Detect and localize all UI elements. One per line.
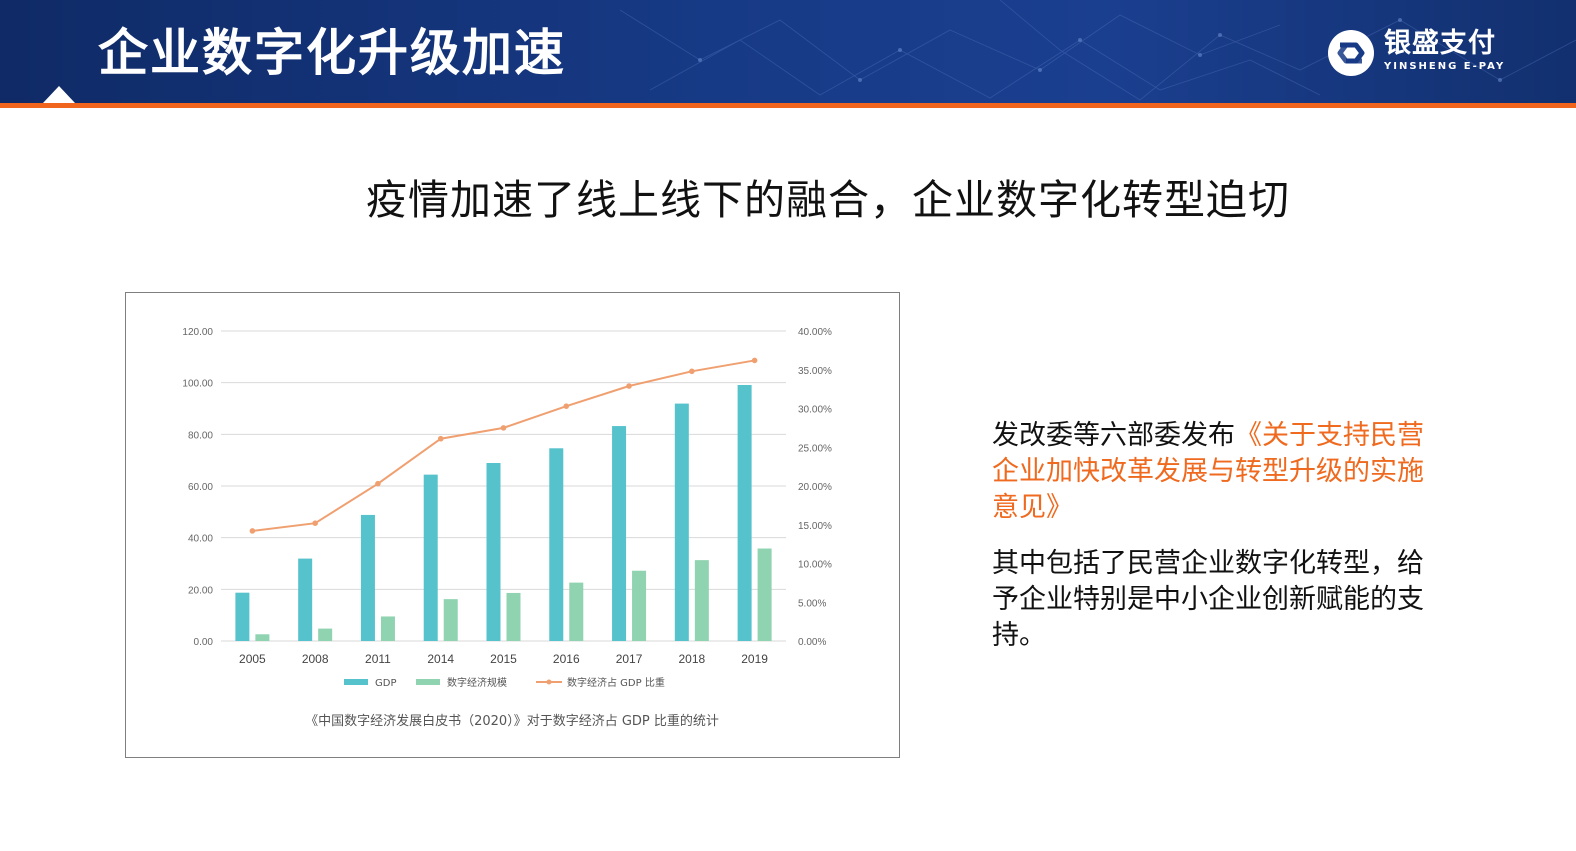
digital-economy-bar (318, 628, 333, 641)
right-axis-tick-label: 40.00% (798, 327, 832, 338)
chart-caption: 《中国数字经济发展白皮书（2020）》对于数字经济占 GDP 比重的统计 (305, 713, 719, 729)
network-pattern (619, 0, 1576, 101)
gdp-bar (737, 384, 752, 641)
gdp-bar (612, 426, 627, 641)
share-line-point (626, 383, 632, 389)
header-pointer-triangle (43, 86, 75, 103)
x-axis-tick-label: 2017 (616, 652, 643, 666)
policy-intro: 发改委等六部委发布 (992, 420, 1235, 451)
share-line-point (500, 425, 507, 431)
x-axis-tick-label: 2019 (741, 652, 768, 666)
right-axis-tick-label: 20.00% (798, 482, 832, 493)
brand-logo: 银盛支付 YINSHENG E-PAY (1326, 26, 1506, 82)
digital-economy-bar (757, 548, 772, 641)
digital-economy-bar (632, 570, 647, 641)
share-line-point (751, 357, 758, 364)
gdp-bar (674, 403, 689, 641)
legend-swatch (416, 679, 440, 685)
x-axis-tick-label: 2015 (490, 652, 517, 666)
gdp-bar (423, 474, 438, 641)
legend-label: 数字经济占 GDP 比重 (567, 676, 665, 689)
x-axis-tick-label: 2011 (365, 652, 391, 666)
left-axis-tick-label: 120.00 (182, 327, 213, 338)
share-line-point (689, 368, 695, 375)
share-line-point (375, 480, 381, 487)
digital-economy-bar (506, 592, 521, 641)
header-accent-line (0, 103, 1576, 108)
digital-economy-bar (443, 599, 458, 641)
legend-swatch-point (546, 679, 552, 685)
left-axis-tick-label: 100.00 (182, 379, 213, 390)
policy-document-title: 《关于支持民营企业加快改革发展与转型升级的实施意见》 (992, 420, 1424, 523)
side-text-block: 发改委等六部委发布《关于支持民营企业加快改革发展与转型升级的实施意见》 其中包括… (992, 418, 1432, 654)
gdp-bar (549, 448, 564, 641)
x-axis-tick-label: 2014 (427, 652, 454, 666)
right-axis-tick-label: 5.00% (798, 598, 826, 609)
share-line-point (563, 403, 570, 409)
digital-economy-bar (569, 582, 584, 641)
x-axis-tick-label: 2016 (553, 652, 580, 666)
digital-economy-bar (255, 634, 270, 641)
logo-english-name: YINSHENG E-PAY (1384, 61, 1506, 72)
gdp-bar (486, 463, 501, 641)
right-axis-tick-label: 15.00% (798, 521, 832, 532)
gdp-bar (360, 514, 375, 641)
x-axis-tick-label: 2018 (678, 652, 705, 666)
page-title: 企业数字化升级加速 (98, 24, 566, 82)
bar-line-chart: 120.00 100.00 80.00 60.00 40.00 20.00 0.00 40.0… (182, 327, 832, 729)
chart-frame: 120.00 100.00 80.00 60.00 40.00 20.00 0.00 40.0… (125, 292, 900, 758)
left-axis-tick-label: 40.00 (188, 534, 213, 545)
left-axis-tick-label: 80.00 (188, 430, 213, 441)
header-bar: 企业数字化升级加速 银盛支付 YINSHENG E-PAY (0, 0, 1576, 103)
share-line-point (249, 528, 256, 534)
x-axis-tick-label: 2008 (302, 652, 329, 666)
left-axis-tick-label: 60.00 (188, 482, 213, 493)
right-axis-tick-label: 0.00% (798, 637, 826, 648)
share-line-point (312, 520, 318, 526)
legend-swatch (344, 679, 368, 685)
digital-economy-bar (694, 560, 709, 641)
right-axis-tick-label: 30.00% (798, 405, 832, 416)
digital-economy-bar (380, 616, 395, 641)
left-axis-tick-label: 20.00 (188, 585, 213, 596)
share-line-point (437, 435, 444, 442)
right-axis-tick-label: 35.00% (798, 366, 832, 377)
gdp-bar (298, 558, 313, 641)
right-axis-tick-label: 10.00% (798, 560, 832, 571)
legend-label: 数字经济规模 (447, 676, 507, 689)
yinsheng-logo-icon (1328, 30, 1374, 76)
logo-chinese-name: 银盛支付 (1384, 28, 1496, 59)
legend-label: GDP (375, 678, 396, 689)
left-axis-tick-label: 0.00 (194, 637, 214, 648)
policy-detail-paragraph: 其中包括了民营企业数字化转型，给予企业特别是中小企业创新赋能的支持。 (992, 548, 1424, 651)
slide-headline: 疫情加速了线上线下的融合，企业数字化转型迫切 (366, 176, 1290, 224)
x-axis-tick-label: 2005 (239, 652, 266, 666)
right-axis-tick-label: 25.00% (798, 443, 832, 454)
policy-paragraph: 发改委等六部委发布《关于支持民营企业加快改革发展与转型升级的实施意见》 (992, 418, 1432, 526)
gdp-bar (235, 592, 250, 641)
